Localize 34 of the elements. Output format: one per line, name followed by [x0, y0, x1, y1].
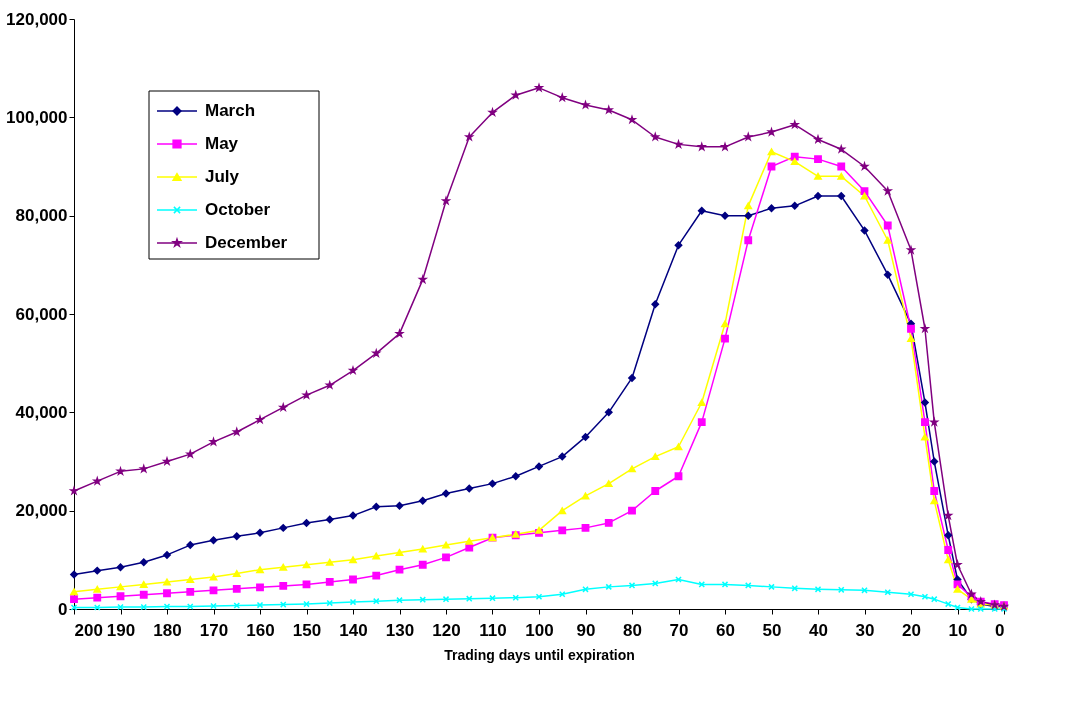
y-tick-label: 0 [58, 599, 68, 619]
x-tick-label: 50 [762, 620, 782, 640]
x-tick-label: 100 [525, 620, 554, 640]
x-axis-title: Trading days until expiration [444, 646, 635, 663]
legend-label: October [205, 200, 271, 219]
x-tick-label: 30 [855, 620, 875, 640]
x-tick-label: 60 [716, 620, 735, 640]
x-tick-label: 120 [432, 620, 461, 640]
x-tick-label: 80 [623, 620, 642, 640]
x-tick-label: 20 [902, 620, 921, 640]
x-tick-label: 190 [106, 620, 136, 640]
x-tick-label: 140 [339, 620, 368, 640]
x-tick-label: 40 [809, 620, 828, 640]
x-tick-label: 10 [948, 620, 968, 640]
x-tick-label: 70 [669, 620, 689, 640]
y-tick-label: 60,000 [15, 304, 68, 324]
x-tick-label: 110 [479, 620, 507, 640]
x-tick-label: 160 [246, 620, 275, 640]
y-tick-label: 120,000 [6, 9, 68, 29]
legend-label: December [205, 233, 288, 252]
y-tick-label: 80,000 [15, 206, 68, 226]
x-tick-label: 170 [199, 620, 229, 640]
legend-label: July [205, 167, 240, 186]
y-tick-label: 40,000 [15, 402, 68, 422]
x-tick-label: 130 [385, 620, 415, 640]
x-tick-label: 180 [153, 620, 182, 640]
x-tick-label: 150 [292, 620, 322, 640]
legend-label: May [205, 134, 239, 153]
x-tick-label: 200 [74, 620, 103, 640]
x-tick-label: 0 [995, 620, 1005, 640]
y-tick-label: 20,000 [15, 501, 68, 521]
legend-label: March [205, 101, 256, 120]
x-tick-label: 90 [576, 620, 596, 640]
y-tick-label: 100,000 [6, 107, 68, 127]
